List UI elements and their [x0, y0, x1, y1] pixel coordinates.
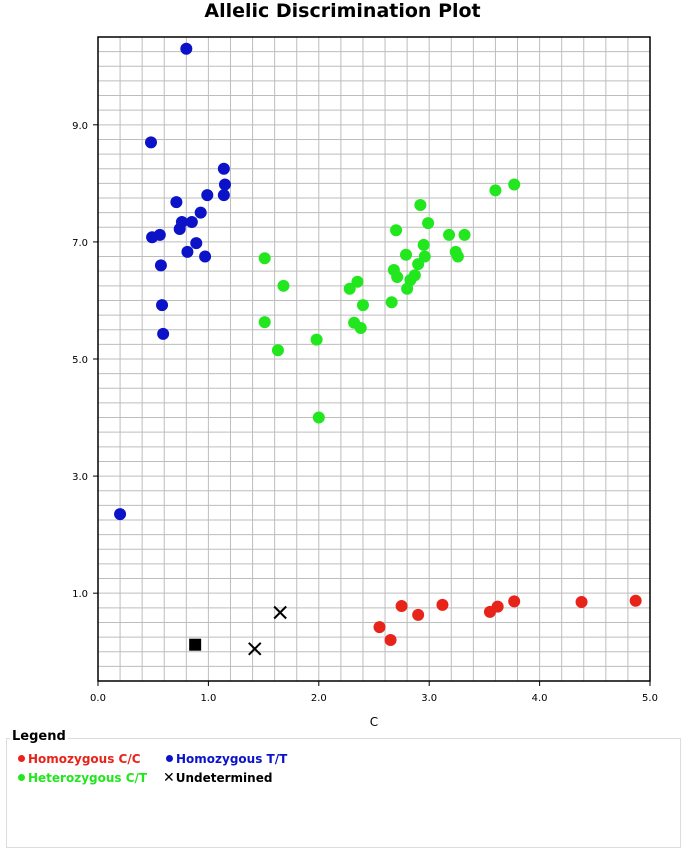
- point-heterozygous-c-t: [414, 199, 427, 212]
- point-heterozygous-c-t: [508, 178, 521, 191]
- grid-lines: [98, 37, 650, 681]
- red-dot-icon: [18, 755, 25, 762]
- x-tick-label: 4.0: [532, 693, 548, 704]
- scatter-plot: 0.0 1.0 2.0 3.0 4.0 5.0 1.0 3.0 5.0 7.0 9.0 C: [72, 36, 658, 729]
- point-homozygous-c-c: [508, 595, 521, 608]
- point-homozygous-c-c: [491, 600, 504, 613]
- point-homozygous-t-t: [185, 216, 198, 229]
- point-heterozygous-c-t: [310, 333, 323, 346]
- point-homozygous-t-t: [153, 228, 166, 241]
- point-homozygous-c-c: [436, 598, 449, 611]
- point-homozygous-c-c: [629, 594, 642, 607]
- x-tick-label: 1.0: [200, 693, 216, 704]
- point-heterozygous-c-t: [422, 217, 435, 230]
- data-points: [114, 42, 642, 656]
- point-heterozygous-c-t: [451, 250, 464, 263]
- point-homozygous-t-t: [217, 189, 230, 202]
- point-heterozygous-c-t: [354, 321, 367, 334]
- legend-label: Homozygous T/T: [176, 752, 288, 766]
- legend-item-homozygous-tt: Homozygous T/T: [166, 752, 287, 766]
- point-heterozygous-c-t: [271, 344, 284, 357]
- point-homozygous-t-t: [175, 216, 188, 229]
- point-homozygous-c-c: [373, 621, 386, 634]
- legend-item-heterozygous-ct: Heterozygous C/T: [18, 771, 147, 785]
- y-tick-label: 5.0: [72, 355, 88, 366]
- axis-ticks: 0.0 1.0 2.0 3.0 4.0 5.0 1.0 3.0 5.0 7.0 9.0: [72, 121, 658, 704]
- legend-label: Undetermined: [175, 771, 273, 785]
- point-homozygous-t-t: [218, 178, 231, 191]
- point-homozygous-c-c: [384, 634, 397, 647]
- point-homozygous-t-t: [180, 42, 193, 55]
- point-heterozygous-c-t: [391, 271, 404, 284]
- x-tick-label: 5.0: [642, 693, 658, 704]
- point-homozygous-c-c: [395, 600, 408, 613]
- point-homozygous-c-c: [412, 608, 425, 621]
- point-homozygous-t-t: [114, 508, 127, 521]
- point-homozygous-t-t: [201, 189, 214, 202]
- y-tick-label: 1.0: [72, 589, 88, 600]
- point-heterozygous-c-t: [418, 250, 431, 263]
- point-heterozygous-c-t: [312, 411, 325, 424]
- point-homozygous-t-t: [199, 250, 212, 263]
- point-homozygous-t-t: [154, 259, 167, 272]
- point-heterozygous-c-t: [343, 282, 356, 295]
- point-homozygous-t-t: [170, 196, 183, 209]
- point-heterozygous-c-t: [258, 252, 271, 265]
- point-heterozygous-c-t: [443, 228, 456, 241]
- point-heterozygous-c-t: [489, 184, 502, 197]
- point-heterozygous-c-t: [417, 238, 430, 251]
- chart-title: Allelic Discrimination Plot: [204, 0, 481, 22]
- y-tick-label: 7.0: [72, 238, 88, 249]
- legend-item-homozygous-cc: Homozygous C/C: [18, 752, 141, 766]
- legend-item-undetermined: ✕Undetermined: [163, 770, 272, 786]
- legend-label: Homozygous C/C: [28, 752, 141, 766]
- point-heterozygous-c-t: [277, 279, 290, 292]
- point-homozygous-t-t: [194, 206, 207, 219]
- point-homozygous-t-t: [144, 136, 157, 149]
- x-tick-label: 0.0: [90, 693, 106, 704]
- point-homozygous-t-t: [157, 327, 170, 340]
- point-ntc-square: [189, 638, 202, 651]
- point-undetermined: [273, 605, 287, 620]
- point-heterozygous-c-t: [351, 275, 364, 288]
- legend-box: [6, 738, 681, 848]
- point-undetermined: [248, 642, 262, 656]
- blue-dot-icon: [166, 755, 173, 762]
- point-heterozygous-c-t: [390, 224, 403, 237]
- legend-title: Legend: [10, 729, 68, 744]
- x-axis-label: C: [370, 715, 378, 729]
- x-mark-icon: ✕: [163, 770, 175, 786]
- point-homozygous-t-t: [181, 245, 194, 258]
- y-tick-label: 9.0: [72, 121, 88, 132]
- point-heterozygous-c-t: [458, 228, 471, 241]
- point-homozygous-c-c: [575, 595, 588, 608]
- x-tick-label: 3.0: [421, 693, 437, 704]
- point-homozygous-t-t: [217, 162, 230, 175]
- point-heterozygous-c-t: [408, 269, 421, 282]
- point-heterozygous-c-t: [400, 248, 413, 261]
- point-homozygous-t-t: [190, 237, 203, 250]
- y-tick-label: 3.0: [72, 472, 88, 483]
- point-heterozygous-c-t: [356, 299, 369, 312]
- point-heterozygous-c-t: [385, 296, 398, 309]
- green-dot-icon: [18, 774, 25, 781]
- x-tick-label: 2.0: [311, 693, 327, 704]
- point-homozygous-t-t: [156, 299, 169, 312]
- point-heterozygous-c-t: [258, 316, 271, 329]
- legend-label: Heterozygous C/T: [28, 771, 148, 785]
